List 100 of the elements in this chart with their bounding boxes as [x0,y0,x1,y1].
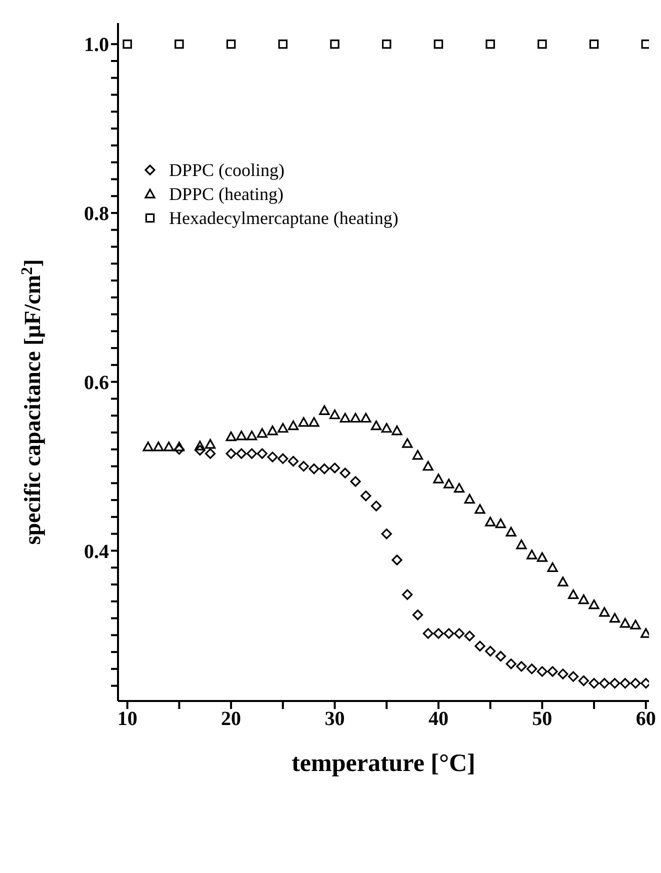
point [485,516,496,526]
point [485,646,496,656]
point [402,438,413,448]
y-tick-label: 0.6 [84,372,109,394]
point [298,417,309,427]
point [506,658,516,670]
point [434,39,444,49]
point [226,448,236,459]
y-tick-label: 1.0 [84,34,109,56]
point [382,39,392,49]
point [630,678,641,689]
point [464,494,475,504]
point [588,599,600,610]
x-tick-label: 40 [428,708,448,730]
point [578,594,589,604]
point [588,678,600,689]
point [164,442,174,452]
point [205,439,216,449]
point [246,448,258,459]
point [486,39,495,49]
legend-label: DPPC (cooling) [169,159,285,182]
point [444,478,454,488]
point [256,428,268,438]
point [547,666,558,677]
point [278,453,288,464]
point [174,442,184,452]
point [558,668,568,680]
point [392,554,402,566]
point [495,518,506,528]
point [641,39,649,49]
point [381,528,392,540]
point [506,526,516,537]
x-tick-label: 50 [532,708,552,730]
point [433,474,444,484]
point [340,412,350,423]
point [547,562,558,572]
point [589,39,599,49]
point [464,630,475,642]
point [329,409,340,420]
point [516,661,527,672]
point [246,430,258,440]
point [153,442,164,452]
point [278,39,288,49]
point [536,552,548,562]
point [174,444,184,455]
point [609,612,620,623]
point [205,448,216,459]
point [516,540,527,550]
point [454,628,465,639]
point [412,610,424,620]
point [142,442,154,452]
point [536,666,548,677]
point [474,504,486,514]
x-tick-label: 20 [221,708,242,730]
point [599,678,610,689]
point [308,417,320,427]
x-tick-label: 30 [324,708,345,730]
point [568,589,579,600]
legend-label: DPPC (heating) [169,183,284,206]
legend-label: Hexadecylmercaptane (heating) [169,207,398,230]
point [174,39,184,49]
point [412,450,424,460]
point [526,550,538,560]
point [599,607,610,617]
point [433,628,444,639]
point [340,468,350,478]
point [350,412,361,423]
point [350,476,361,487]
point [526,664,538,674]
point [558,576,568,586]
point [360,490,372,502]
y-tick-label: 0.4 [84,540,109,563]
point [568,671,579,682]
point [444,628,454,639]
point [298,460,309,472]
point [495,650,506,662]
point [422,628,434,639]
point [288,420,299,430]
x-tick-label: 10 [117,708,138,730]
point [620,678,630,689]
point [267,426,278,436]
point [256,448,268,459]
point [308,464,320,474]
x-axis-title: temperature [°C] [292,750,476,777]
point [609,678,620,689]
point [370,420,382,430]
point [330,39,340,49]
point [319,464,330,474]
point [422,460,434,471]
point [194,444,206,456]
point [630,620,641,630]
point [288,456,299,467]
point [278,422,288,433]
point [236,430,247,440]
point [236,448,247,459]
point [122,39,132,49]
point [370,500,382,512]
x-tick-label: 60 [636,708,656,730]
point [402,589,413,600]
point [226,431,236,442]
